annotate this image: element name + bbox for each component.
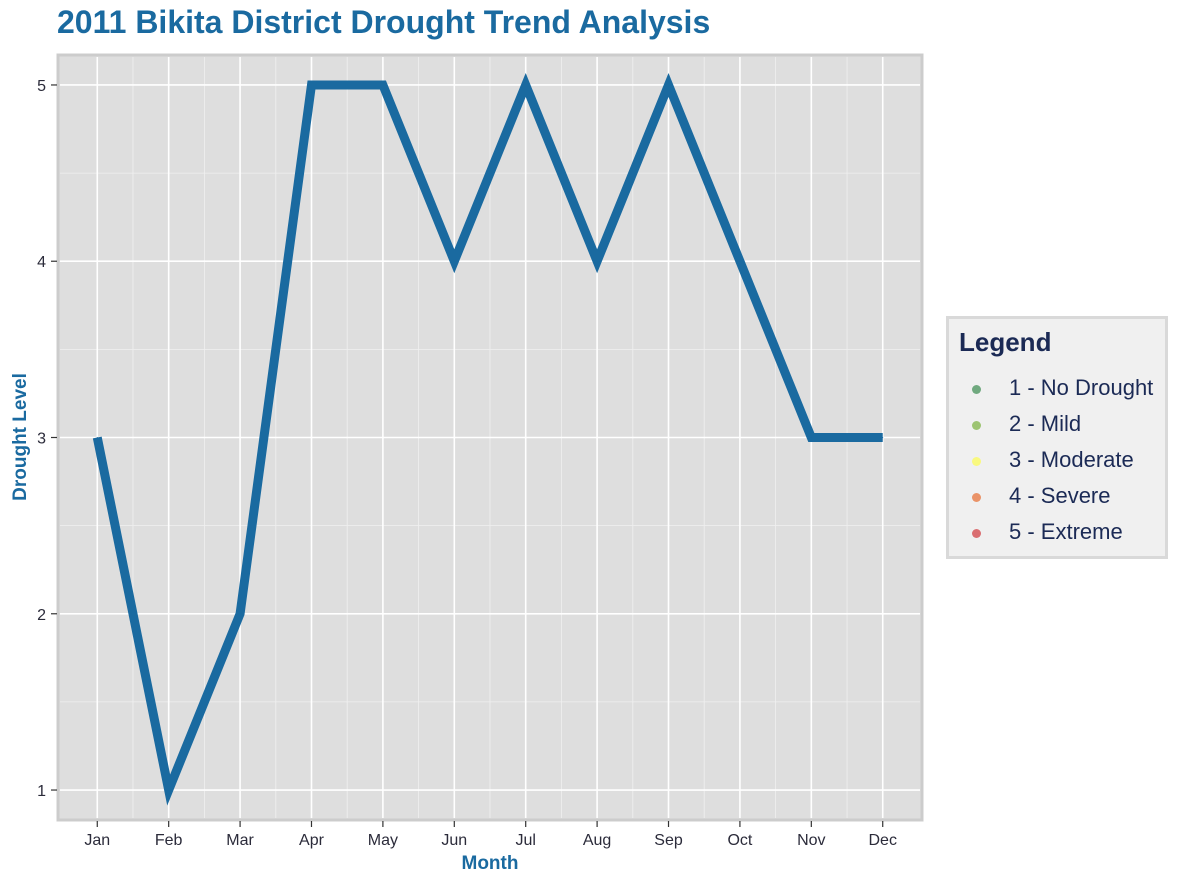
legend-label: 2 - Mild [1009,411,1082,436]
legend-item-no-drought: 1 - No Drought [949,375,1165,405]
chart-title: 2011 Bikita District Drought Trend Analy… [57,4,711,40]
data-point [96,437,98,438]
series-line [92,72,883,806]
legend-dot-icon [972,529,981,538]
legend-item-severe: 4 - Severe [949,483,1165,513]
legend-dot-icon [972,385,981,394]
axis-ticks [51,84,884,827]
data-point [239,613,241,615]
data-point [596,260,598,262]
legend-dot-icon [972,457,981,466]
y-tick-labels: 1 2 3 4 5 [37,78,46,800]
x-tick-label: Mar [226,832,254,849]
x-tick-label: Oct [727,832,752,849]
legend-dot-icon [972,421,981,430]
legend-item-mild: 2 - Mild [949,411,1165,441]
x-tick-label: Sep [654,832,683,849]
legend-label: 1 - No Drought [1009,375,1154,400]
legend-item-moderate: 3 - Moderate [949,447,1165,477]
x-tick-label: Jan [84,832,110,849]
x-tick-label: Dec [869,832,897,849]
x-tick-label: Jul [515,832,535,849]
y-tick-label: 4 [37,254,46,271]
legend: Legend 1 - No Drought 2 - Mild 3 - Moder… [946,316,1168,559]
x-tick-label: Nov [797,832,825,849]
x-tick-label: Apr [299,832,325,849]
x-tick-label: Feb [155,832,183,849]
y-tick-label: 3 [37,431,46,448]
series-layer [92,72,884,806]
data-point [382,84,384,86]
x-tick-labels: Jan Feb Mar Apr May Jun Jul Aug Sep Oct Nov Dec [84,832,897,849]
legend-item-extreme: 5 - Extreme [949,519,1165,549]
x-tick-label: Aug [583,832,611,849]
y-tick-label: 2 [37,607,46,624]
y-axis-title: Drought Level [10,373,31,501]
legend-dot-icon [972,493,981,502]
legend-label: 3 - Moderate [1009,447,1134,472]
x-axis-title: Month [462,853,519,874]
data-point [453,260,455,262]
data-point [668,84,670,86]
data-point [739,260,741,262]
x-tick-label: May [368,832,398,849]
legend-label: 5 - Extreme [1009,519,1123,544]
data-point [310,84,312,86]
legend-label: 4 - Severe [1009,483,1111,508]
data-point [810,437,812,438]
data-point [525,84,527,86]
data-point [882,437,884,438]
y-tick-label: 5 [37,78,46,95]
data-point [168,789,170,791]
legend-title: Legend [959,327,1052,357]
y-tick-label: 1 [37,783,46,800]
x-tick-label: Jun [441,832,467,849]
